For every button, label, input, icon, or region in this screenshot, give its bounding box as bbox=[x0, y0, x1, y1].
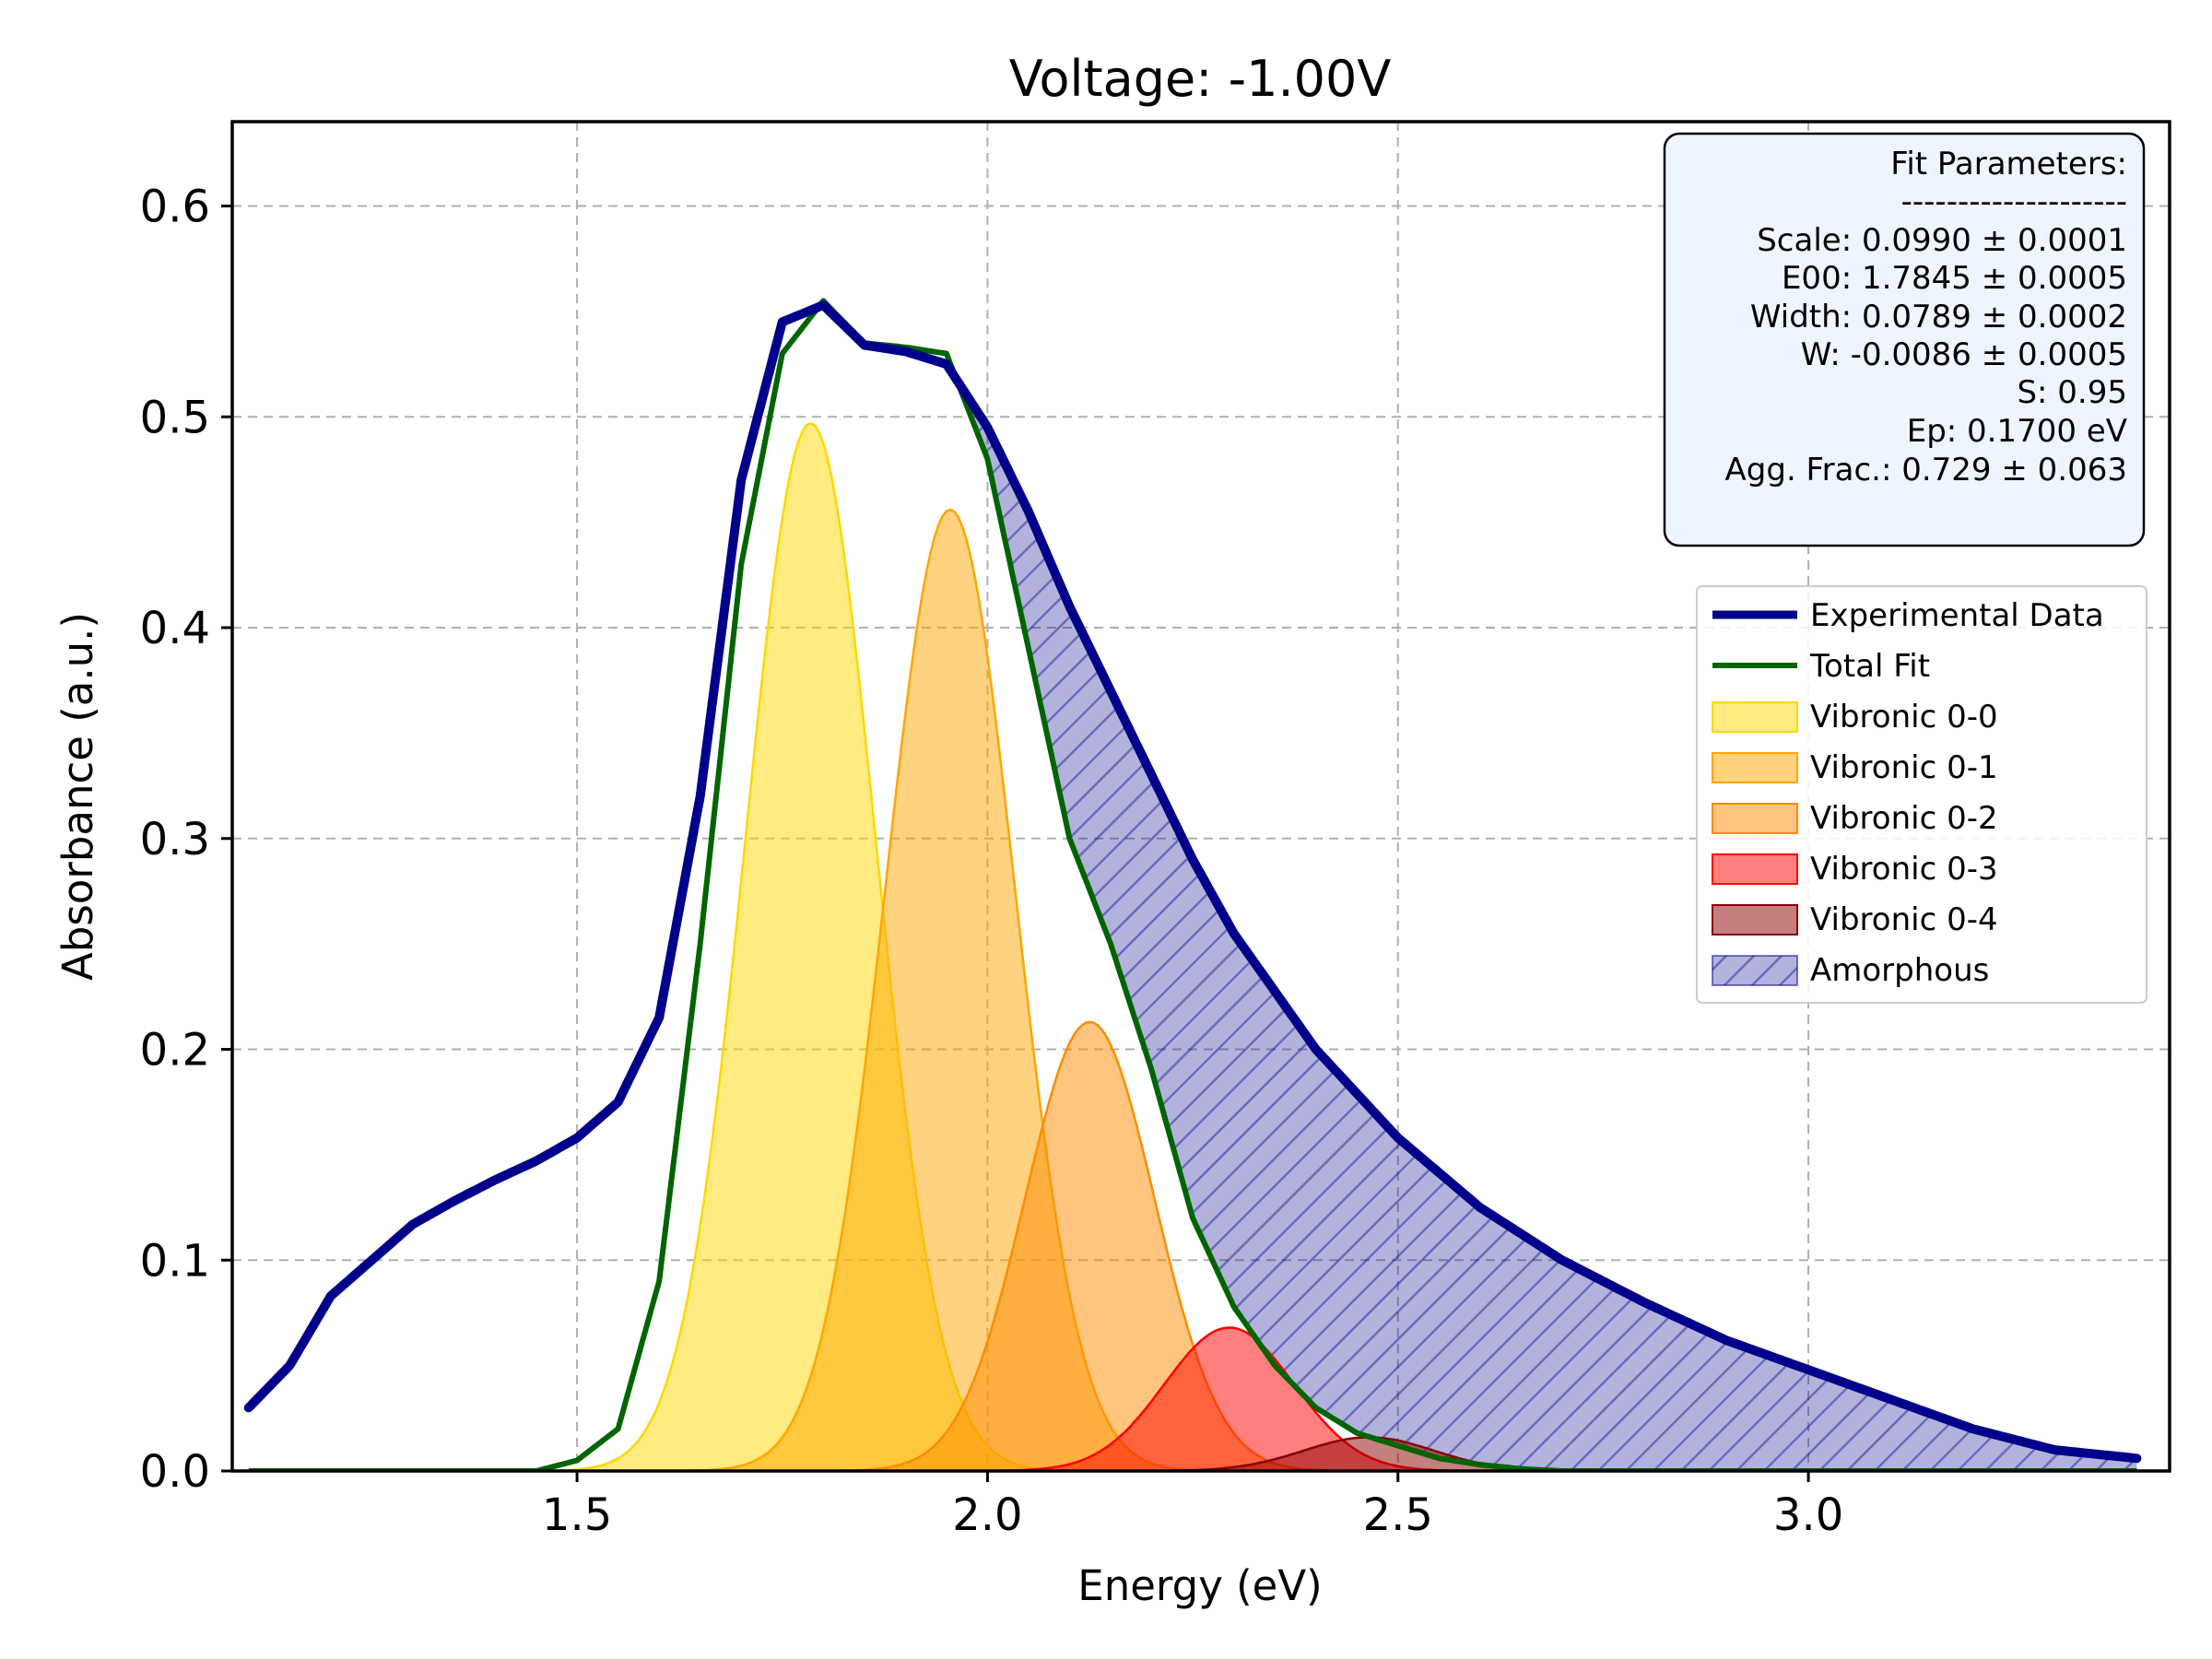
legend-label-total-fit: Total Fit bbox=[1809, 648, 1930, 685]
legend-box bbox=[1696, 585, 2147, 1004]
legend-swatch-vibronic-0-4 bbox=[1712, 904, 1798, 935]
x-tick-label: 2.5 bbox=[1363, 1489, 1433, 1541]
fit-param-w: W: -0.0086 ± 0.0005 bbox=[1801, 336, 2127, 373]
fit-param-ep: Ep: 0.1700 eV bbox=[1907, 413, 2127, 450]
x-tick-label: 2.0 bbox=[952, 1489, 1022, 1541]
fit-param-agg-frac: Agg. Frac.: 0.729 ± 0.063 bbox=[1725, 452, 2127, 488]
legend-label-vibronic-0-0: Vibronic 0-0 bbox=[1810, 699, 1998, 735]
y-tick-label: 0.5 bbox=[140, 392, 210, 443]
x-tick-label: 1.5 bbox=[542, 1489, 612, 1541]
y-tick-label: 0.4 bbox=[140, 603, 210, 654]
legend-label-vibronic-0-2: Vibronic 0-2 bbox=[1810, 800, 1998, 837]
legend-swatch-amorphous-hatch bbox=[1712, 956, 1797, 985]
y-axis-ticks: 0.0 0.1 0.2 0.3 0.4 0.5 0.6 bbox=[140, 182, 232, 1498]
legend-label-amorphous: Amorphous bbox=[1810, 952, 1989, 989]
axes-frame bbox=[230, 120, 2171, 1473]
experimental-data-line bbox=[243, 300, 2142, 1464]
fit-parameters-header: Fit Parameters: bbox=[1890, 146, 2127, 182]
fit-param-e00: E00: 1.7845 ± 0.0005 bbox=[1782, 260, 2127, 297]
fit-parameters-background bbox=[1663, 132, 2146, 547]
x-tick-label: 3.0 bbox=[1773, 1489, 1843, 1541]
y-tick-label: 0.3 bbox=[140, 814, 210, 865]
fit-param-s: S: 0.95 bbox=[2017, 374, 2127, 411]
legend-swatch-vibronic-0-3 bbox=[1712, 853, 1798, 885]
fit-param-scale: Scale: 0.0990 ± 0.0001 bbox=[1757, 222, 2127, 259]
legend-swatch-vibronic-0-2 bbox=[1712, 803, 1798, 834]
y-axis-label: Absorbance (a.u.) bbox=[53, 612, 102, 981]
y-tick-label: 0.6 bbox=[140, 182, 210, 233]
y-tick-label: 0.0 bbox=[140, 1446, 210, 1498]
legend-label-vibronic-0-3: Vibronic 0-3 bbox=[1810, 851, 1998, 888]
legend: Experimental Data Total Fit Vibronic 0-0… bbox=[1696, 585, 2147, 1004]
fit-parameters-box: Fit Parameters: -------------------- Sca… bbox=[1663, 132, 2146, 547]
total-fit-line bbox=[248, 298, 2137, 1471]
legend-label-vibronic-0-4: Vibronic 0-4 bbox=[1810, 901, 1998, 938]
vibronic-area-3 bbox=[248, 1326, 2137, 1471]
x-axis-label: Energy (eV) bbox=[1077, 1561, 1322, 1610]
y-tick-label: 0.2 bbox=[140, 1025, 210, 1077]
fit-parameters-separator: -------------------- bbox=[1901, 183, 2127, 220]
x-axis-ticks: 1.5 2.0 2.5 3.0 bbox=[542, 1471, 1843, 1541]
amorphous-hatch bbox=[946, 364, 2137, 1471]
legend-label-vibronic-0-1: Vibronic 0-1 bbox=[1810, 749, 1998, 786]
legend-swatch-vibronic-0-1 bbox=[1712, 752, 1798, 783]
y-tick-label: 0.1 bbox=[140, 1235, 210, 1287]
chart-title: Voltage: -1.00V bbox=[1009, 50, 1392, 108]
legend-label-experimental: Experimental Data bbox=[1810, 597, 2104, 634]
legend-swatch-vibronic-0-0 bbox=[1712, 701, 1798, 733]
fit-param-width: Width: 0.0789 ± 0.0002 bbox=[1750, 299, 2127, 335]
